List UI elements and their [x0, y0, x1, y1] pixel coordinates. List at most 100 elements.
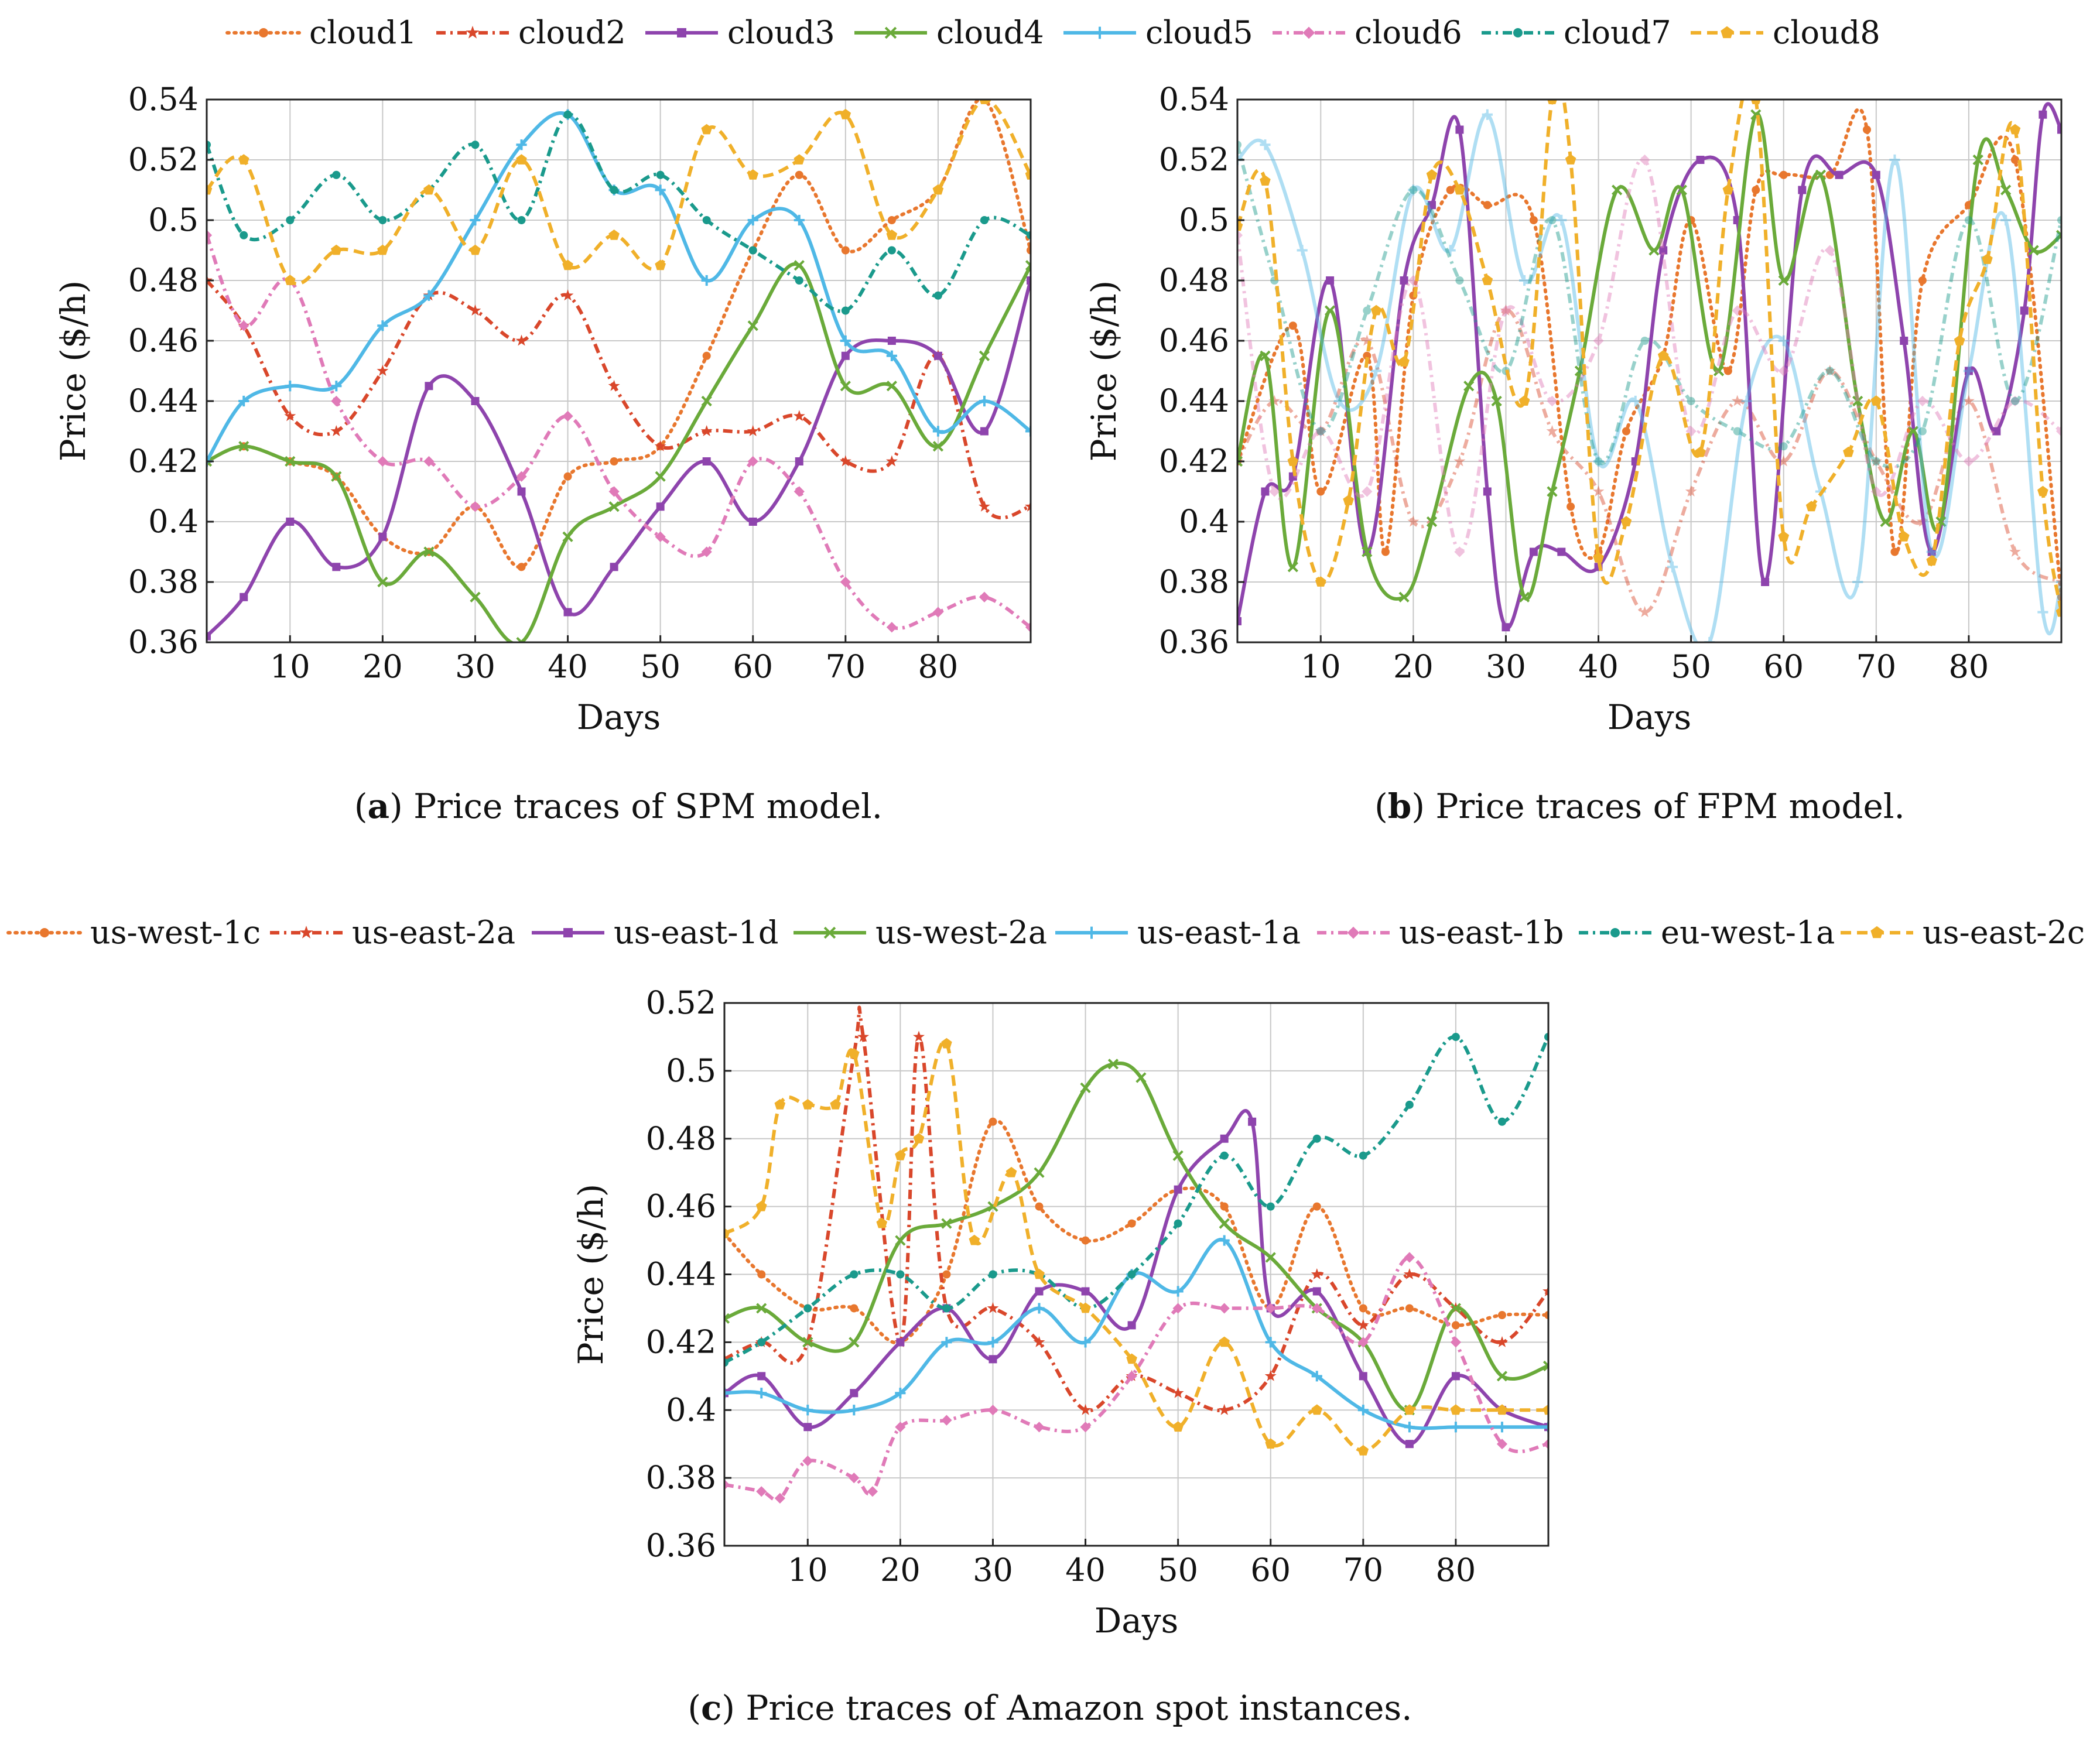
data-point	[1035, 1202, 1044, 1211]
data-point	[1824, 245, 1835, 256]
data-point	[1544, 1311, 1548, 1320]
data-point	[1982, 254, 1993, 264]
data-point	[1547, 395, 1558, 407]
data-point	[941, 1337, 952, 1348]
caption-a: (a) Price traces of SPM model.	[354, 786, 883, 826]
data-point	[989, 1355, 997, 1364]
data-point	[1359, 1372, 1367, 1381]
data-point	[1265, 1303, 1276, 1314]
data-point	[1696, 156, 1705, 164]
data-point	[987, 1337, 998, 1348]
y-tick-label: 0.4	[148, 503, 199, 540]
data-point	[876, 1217, 888, 1228]
data-point	[1034, 1422, 1045, 1433]
data-point	[757, 1270, 766, 1279]
series-cloud7	[207, 110, 1031, 315]
data-point	[1992, 427, 2001, 436]
data-point	[1081, 1287, 1090, 1296]
data-point	[1237, 230, 1243, 241]
series-line	[207, 262, 1031, 642]
series-us-west-1c	[724, 1117, 1548, 1347]
data-point	[1695, 446, 1706, 457]
data-point	[1450, 1422, 1462, 1433]
data-point	[1500, 305, 1511, 316]
data-point	[377, 456, 388, 467]
data-point	[2055, 606, 2061, 617]
data-point	[1667, 562, 1678, 573]
data-point	[942, 1270, 951, 1279]
data-point	[895, 1422, 906, 1433]
data-point	[2057, 216, 2061, 224]
data-point	[470, 591, 481, 602]
data-point	[1542, 1422, 1548, 1433]
series-line	[724, 1118, 1548, 1345]
data-point	[774, 1099, 786, 1110]
data-point	[1135, 1072, 1147, 1083]
data-point	[2009, 546, 2021, 557]
caption-b-text: ) Price traces of FPM model.	[1411, 786, 1905, 826]
legend-label: cloud4	[936, 14, 1044, 51]
series-cloud4	[207, 260, 1031, 642]
data-point	[793, 410, 805, 422]
legend-item-eu-west-1a: eu-west-1a	[1579, 914, 1835, 951]
data-point	[1404, 1252, 1415, 1263]
data-point	[1454, 184, 1465, 195]
caption-b: (b) Price traces of FPM model.	[1374, 786, 1905, 826]
legend-item-us-west-1c: us-west-1c	[6, 914, 261, 951]
series-line	[1237, 112, 2061, 601]
data-point	[757, 1338, 766, 1347]
series-line	[207, 280, 1031, 638]
data-point	[886, 230, 898, 240]
data-point	[1311, 1303, 1322, 1314]
data-point	[849, 1048, 860, 1059]
data-point	[1741, 395, 1752, 407]
x-tick-label: 80	[1949, 648, 1989, 685]
legend-swatch-marker	[823, 926, 836, 939]
data-point	[1778, 335, 1789, 347]
series-cloud4	[1237, 109, 2061, 602]
legend-swatch-marker	[466, 26, 480, 39]
data-point	[1926, 555, 1937, 566]
data-point	[1260, 350, 1271, 361]
data-point	[895, 1388, 906, 1399]
data-point	[1362, 486, 1373, 497]
data-point	[238, 395, 249, 407]
data-point	[1870, 455, 1882, 467]
data-point	[2057, 125, 2061, 134]
data-point	[2037, 607, 2048, 618]
data-point	[1081, 1236, 1090, 1245]
data-point	[932, 607, 944, 618]
data-point	[655, 471, 666, 482]
data-point	[286, 518, 295, 526]
y-tick-label: 0.48	[1159, 262, 1229, 299]
data-point	[1496, 1404, 1508, 1415]
data-point	[1542, 1404, 1548, 1415]
data-point	[471, 141, 480, 149]
data-point	[794, 154, 805, 165]
data-point	[1685, 485, 1697, 497]
data-point	[1900, 337, 1909, 345]
data-point	[1237, 617, 1241, 625]
data-point	[841, 246, 850, 255]
y-tick-label: 0.48	[646, 1120, 716, 1157]
data-point	[724, 1479, 730, 1490]
series-cloud2	[207, 274, 1031, 520]
x-tick-label: 60	[733, 648, 773, 685]
x-tick-label: 50	[1158, 1552, 1198, 1588]
data-point	[1500, 304, 1512, 316]
data-point	[867, 1486, 878, 1497]
legend-label: cloud5	[1145, 14, 1253, 51]
data-point	[1450, 1337, 1462, 1348]
data-point	[425, 382, 433, 391]
data-point	[802, 1099, 813, 1110]
data-point	[701, 546, 712, 557]
data-point	[1297, 245, 1308, 256]
legend-label: cloud3	[727, 14, 835, 51]
data-point	[1704, 636, 1715, 642]
data-point	[1872, 457, 1880, 465]
series-line	[724, 1040, 1548, 1453]
data-point	[1529, 547, 1538, 556]
data-point	[2037, 485, 2048, 497]
data-point	[979, 350, 990, 361]
